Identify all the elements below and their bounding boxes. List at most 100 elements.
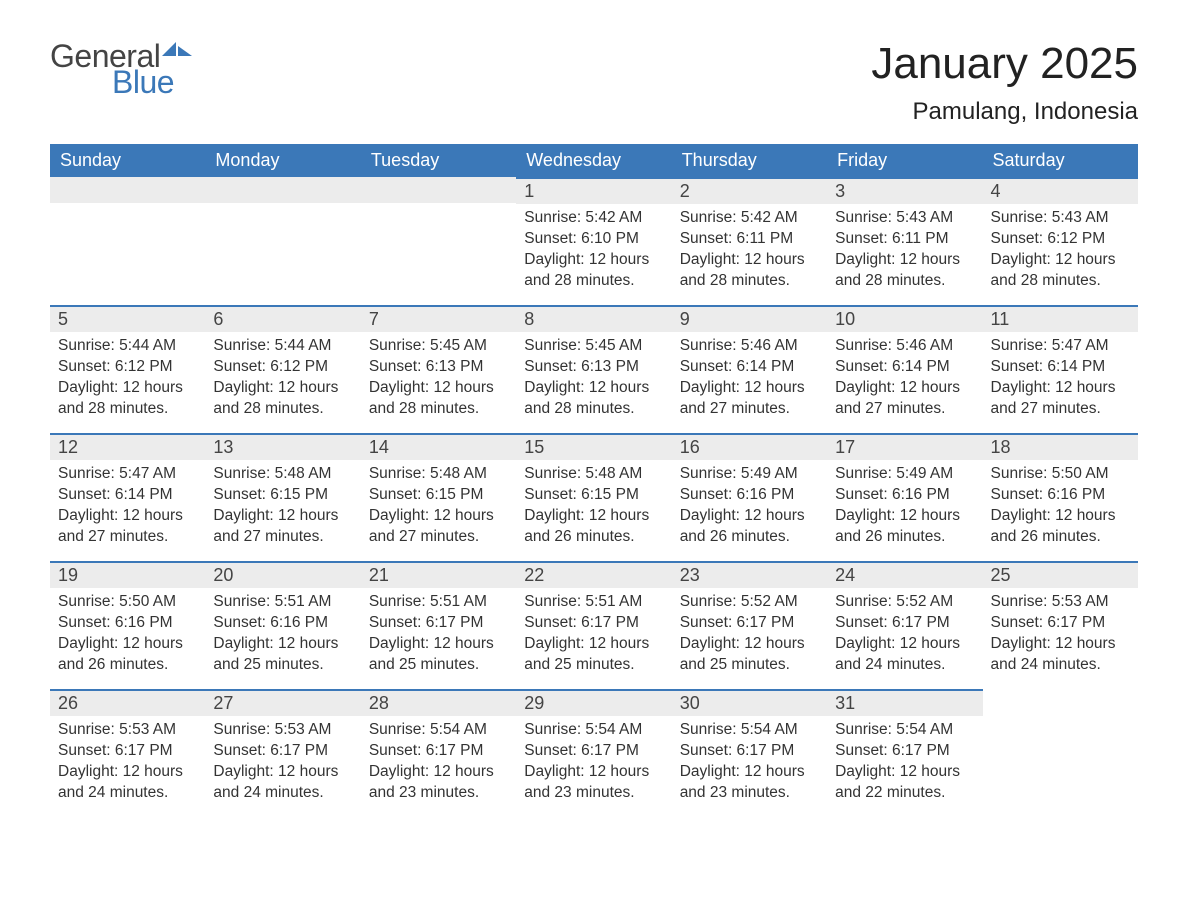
daylight-line: Daylight: 12 hours and 28 minutes.: [213, 378, 352, 420]
daylight-line: Daylight: 12 hours and 23 minutes.: [680, 762, 819, 804]
calendar-day-cell: 5Sunrise: 5:44 AMSunset: 6:12 PMDaylight…: [50, 305, 205, 433]
sunrise-line: Sunrise: 5:45 AM: [369, 336, 508, 357]
sunset-line: Sunset: 6:17 PM: [524, 613, 663, 634]
calendar-day-cell: 7Sunrise: 5:45 AMSunset: 6:13 PMDaylight…: [361, 305, 516, 433]
day-details: Sunrise: 5:51 AMSunset: 6:17 PMDaylight:…: [361, 588, 516, 684]
day-details: Sunrise: 5:48 AMSunset: 6:15 PMDaylight:…: [205, 460, 360, 556]
day-details: Sunrise: 5:47 AMSunset: 6:14 PMDaylight:…: [50, 460, 205, 556]
calendar-day-cell: 4Sunrise: 5:43 AMSunset: 6:12 PMDaylight…: [983, 177, 1138, 305]
calendar-day-cell: 18Sunrise: 5:50 AMSunset: 6:16 PMDayligh…: [983, 433, 1138, 561]
calendar-day-cell: 25Sunrise: 5:53 AMSunset: 6:17 PMDayligh…: [983, 561, 1138, 689]
sunrise-line: Sunrise: 5:42 AM: [524, 208, 663, 229]
sunrise-line: Sunrise: 5:43 AM: [991, 208, 1130, 229]
calendar-day-cell: 30Sunrise: 5:54 AMSunset: 6:17 PMDayligh…: [672, 689, 827, 817]
calendar-day-cell: 16Sunrise: 5:49 AMSunset: 6:16 PMDayligh…: [672, 433, 827, 561]
day-number: 26: [50, 689, 205, 716]
sunrise-line: Sunrise: 5:51 AM: [524, 592, 663, 613]
day-details: Sunrise: 5:44 AMSunset: 6:12 PMDaylight:…: [50, 332, 205, 428]
sunrise-line: Sunrise: 5:53 AM: [58, 720, 197, 741]
sunset-line: Sunset: 6:17 PM: [369, 741, 508, 762]
day-details: Sunrise: 5:45 AMSunset: 6:13 PMDaylight:…: [361, 332, 516, 428]
sunset-line: Sunset: 6:14 PM: [835, 357, 974, 378]
day-number: 6: [205, 305, 360, 332]
day-details: Sunrise: 5:49 AMSunset: 6:16 PMDaylight:…: [672, 460, 827, 556]
sunrise-line: Sunrise: 5:52 AM: [835, 592, 974, 613]
day-number: 9: [672, 305, 827, 332]
day-number: 5: [50, 305, 205, 332]
sunset-line: Sunset: 6:13 PM: [524, 357, 663, 378]
sunset-line: Sunset: 6:17 PM: [369, 613, 508, 634]
calendar-day-cell: 15Sunrise: 5:48 AMSunset: 6:15 PMDayligh…: [516, 433, 671, 561]
day-details: Sunrise: 5:52 AMSunset: 6:17 PMDaylight:…: [672, 588, 827, 684]
weekday-header: Thursday: [672, 144, 827, 177]
day-number: 12: [50, 433, 205, 460]
day-number: 8: [516, 305, 671, 332]
day-details: Sunrise: 5:48 AMSunset: 6:15 PMDaylight:…: [516, 460, 671, 556]
title-block: January 2025 Pamulang, Indonesia: [871, 40, 1138, 126]
calendar-day-cell: 6Sunrise: 5:44 AMSunset: 6:12 PMDaylight…: [205, 305, 360, 433]
day-number: 25: [983, 561, 1138, 588]
sunrise-line: Sunrise: 5:54 AM: [524, 720, 663, 741]
day-details: Sunrise: 5:47 AMSunset: 6:14 PMDaylight:…: [983, 332, 1138, 428]
day-number: 10: [827, 305, 982, 332]
weekday-header: Friday: [827, 144, 982, 177]
calendar-table: SundayMondayTuesdayWednesdayThursdayFrid…: [50, 144, 1138, 817]
day-number: 22: [516, 561, 671, 588]
sunrise-line: Sunrise: 5:43 AM: [835, 208, 974, 229]
sunset-line: Sunset: 6:16 PM: [58, 613, 197, 634]
sunset-line: Sunset: 6:17 PM: [835, 613, 974, 634]
day-details: Sunrise: 5:52 AMSunset: 6:17 PMDaylight:…: [827, 588, 982, 684]
calendar-week-row: 12Sunrise: 5:47 AMSunset: 6:14 PMDayligh…: [50, 433, 1138, 561]
day-details: Sunrise: 5:46 AMSunset: 6:14 PMDaylight:…: [827, 332, 982, 428]
calendar-day-cell: 11Sunrise: 5:47 AMSunset: 6:14 PMDayligh…: [983, 305, 1138, 433]
calendar-day-cell: 13Sunrise: 5:48 AMSunset: 6:15 PMDayligh…: [205, 433, 360, 561]
calendar-day-cell: 2Sunrise: 5:42 AMSunset: 6:11 PMDaylight…: [672, 177, 827, 305]
daylight-line: Daylight: 12 hours and 27 minutes.: [58, 506, 197, 548]
sunrise-line: Sunrise: 5:46 AM: [680, 336, 819, 357]
daylight-line: Daylight: 12 hours and 28 minutes.: [835, 250, 974, 292]
day-number: 2: [672, 177, 827, 204]
day-number: 13: [205, 433, 360, 460]
weekday-header-row: SundayMondayTuesdayWednesdayThursdayFrid…: [50, 144, 1138, 177]
day-details: Sunrise: 5:43 AMSunset: 6:12 PMDaylight:…: [983, 204, 1138, 300]
logo-text-blue: Blue: [112, 66, 192, 98]
daylight-line: Daylight: 12 hours and 24 minutes.: [58, 762, 197, 804]
calendar-day-cell: 20Sunrise: 5:51 AMSunset: 6:16 PMDayligh…: [205, 561, 360, 689]
sunrise-line: Sunrise: 5:53 AM: [991, 592, 1130, 613]
calendar-day-cell: 1Sunrise: 5:42 AMSunset: 6:10 PMDaylight…: [516, 177, 671, 305]
day-number: 4: [983, 177, 1138, 204]
calendar-day-cell: [361, 177, 516, 305]
day-number: 16: [672, 433, 827, 460]
logo: General Blue: [50, 40, 192, 98]
sunset-line: Sunset: 6:15 PM: [369, 485, 508, 506]
day-details: Sunrise: 5:42 AMSunset: 6:10 PMDaylight:…: [516, 204, 671, 300]
day-number: 7: [361, 305, 516, 332]
sunrise-line: Sunrise: 5:47 AM: [991, 336, 1130, 357]
location-label: Pamulang, Indonesia: [871, 98, 1138, 126]
daylight-line: Daylight: 12 hours and 28 minutes.: [991, 250, 1130, 292]
sunrise-line: Sunrise: 5:44 AM: [213, 336, 352, 357]
sunrise-line: Sunrise: 5:42 AM: [680, 208, 819, 229]
sunset-line: Sunset: 6:14 PM: [58, 485, 197, 506]
day-details: Sunrise: 5:42 AMSunset: 6:11 PMDaylight:…: [672, 204, 827, 300]
day-details: Sunrise: 5:45 AMSunset: 6:13 PMDaylight:…: [516, 332, 671, 428]
daylight-line: Daylight: 12 hours and 28 minutes.: [524, 250, 663, 292]
daylight-line: Daylight: 12 hours and 28 minutes.: [369, 378, 508, 420]
weekday-header: Sunday: [50, 144, 205, 177]
empty-day-bar: [205, 177, 360, 203]
day-number: 1: [516, 177, 671, 204]
sunset-line: Sunset: 6:10 PM: [524, 229, 663, 250]
sunrise-line: Sunrise: 5:54 AM: [369, 720, 508, 741]
daylight-line: Daylight: 12 hours and 23 minutes.: [369, 762, 508, 804]
daylight-line: Daylight: 12 hours and 27 minutes.: [213, 506, 352, 548]
calendar-week-row: 19Sunrise: 5:50 AMSunset: 6:16 PMDayligh…: [50, 561, 1138, 689]
day-details: Sunrise: 5:44 AMSunset: 6:12 PMDaylight:…: [205, 332, 360, 428]
calendar-week-row: 26Sunrise: 5:53 AMSunset: 6:17 PMDayligh…: [50, 689, 1138, 817]
sunset-line: Sunset: 6:12 PM: [213, 357, 352, 378]
page-title: January 2025: [871, 40, 1138, 88]
sunrise-line: Sunrise: 5:48 AM: [369, 464, 508, 485]
calendar-day-cell: 21Sunrise: 5:51 AMSunset: 6:17 PMDayligh…: [361, 561, 516, 689]
sunset-line: Sunset: 6:16 PM: [213, 613, 352, 634]
calendar-week-row: 5Sunrise: 5:44 AMSunset: 6:12 PMDaylight…: [50, 305, 1138, 433]
day-details: Sunrise: 5:50 AMSunset: 6:16 PMDaylight:…: [50, 588, 205, 684]
